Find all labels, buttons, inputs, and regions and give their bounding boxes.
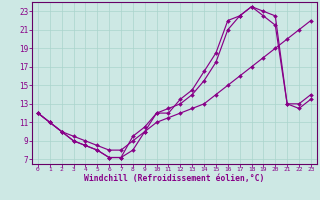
X-axis label: Windchill (Refroidissement éolien,°C): Windchill (Refroidissement éolien,°C): [84, 174, 265, 183]
